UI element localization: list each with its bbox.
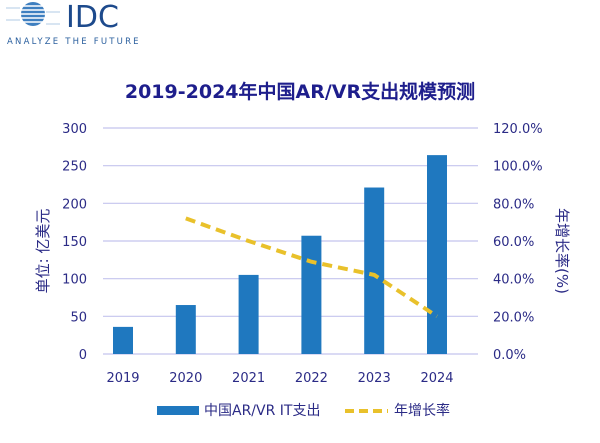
y2-tick-label: 60.0% xyxy=(493,235,534,250)
y-tick-label: 100 xyxy=(62,273,87,288)
idc-logo: IDC ANALYZE THE FUTURE xyxy=(6,0,141,47)
y-axis-ticks: 0 50 100 150 200 250 300 xyxy=(62,122,87,363)
legend-label-spending: 中国AR/VR IT支出 xyxy=(204,403,320,419)
legend: 中国AR/VR IT支出 年增长率 xyxy=(157,402,450,419)
x-tick-label: 2019 xyxy=(106,371,139,386)
bar-2021 xyxy=(239,275,259,354)
y-axis-label: 单位: 亿美元 xyxy=(34,209,52,294)
x-tick-label: 2021 xyxy=(232,371,265,386)
x-tick-label: 2022 xyxy=(295,371,328,386)
bar-2023 xyxy=(364,188,384,354)
chart-title: 2019-2024年中国AR/VR支出规模预测 xyxy=(125,80,475,103)
gridlines xyxy=(103,128,478,354)
x-tick-label: 2024 xyxy=(420,371,453,386)
x-tick-label: 2020 xyxy=(169,371,202,386)
y-tick-label: 300 xyxy=(62,122,87,137)
y-tick-label: 200 xyxy=(62,197,87,212)
bar-2022 xyxy=(301,236,321,354)
y2-tick-label: 100.0% xyxy=(493,160,543,175)
bar-2019 xyxy=(113,327,133,354)
x-axis-ticks: 2019 2020 2021 2022 2023 2024 xyxy=(106,371,453,386)
bar-2020 xyxy=(176,305,196,354)
logo-tagline: ANALYZE THE FUTURE xyxy=(7,37,141,47)
y2-tick-label: 80.0% xyxy=(493,197,534,212)
legend-label-growth: 年增长率 xyxy=(394,402,450,419)
globe-icon xyxy=(6,2,60,26)
y2-tick-label: 120.0% xyxy=(493,122,543,137)
y2-tick-label: 0.0% xyxy=(493,348,526,363)
y2-tick-label: 20.0% xyxy=(493,310,534,325)
y2-axis-ticks: 0.0% 20.0% 40.0% 60.0% 80.0% 100.0% 120.0% xyxy=(493,122,543,363)
y-tick-label: 50 xyxy=(70,310,87,325)
legend-bar-swatch xyxy=(157,406,199,415)
y2-axis-label: 年增长率(%) xyxy=(553,208,571,294)
y2-tick-label: 40.0% xyxy=(493,273,534,288)
x-tick-label: 2023 xyxy=(358,371,391,386)
y-tick-label: 0 xyxy=(79,348,87,363)
bar-series xyxy=(113,155,447,354)
bar-2024 xyxy=(427,155,447,354)
y-tick-label: 150 xyxy=(62,235,87,250)
y-tick-label: 250 xyxy=(62,160,87,175)
logo-text: IDC xyxy=(66,0,119,35)
